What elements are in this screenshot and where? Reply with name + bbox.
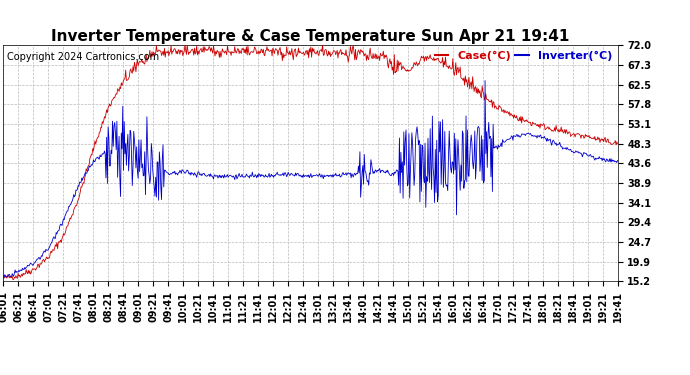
Title: Inverter Temperature & Case Temperature Sun Apr 21 19:41: Inverter Temperature & Case Temperature … [51, 29, 570, 44]
Legend: Case(°C), Inverter(°C): Case(°C), Inverter(°C) [431, 46, 616, 65]
Text: Copyright 2024 Cartronics.com: Copyright 2024 Cartronics.com [6, 52, 159, 62]
